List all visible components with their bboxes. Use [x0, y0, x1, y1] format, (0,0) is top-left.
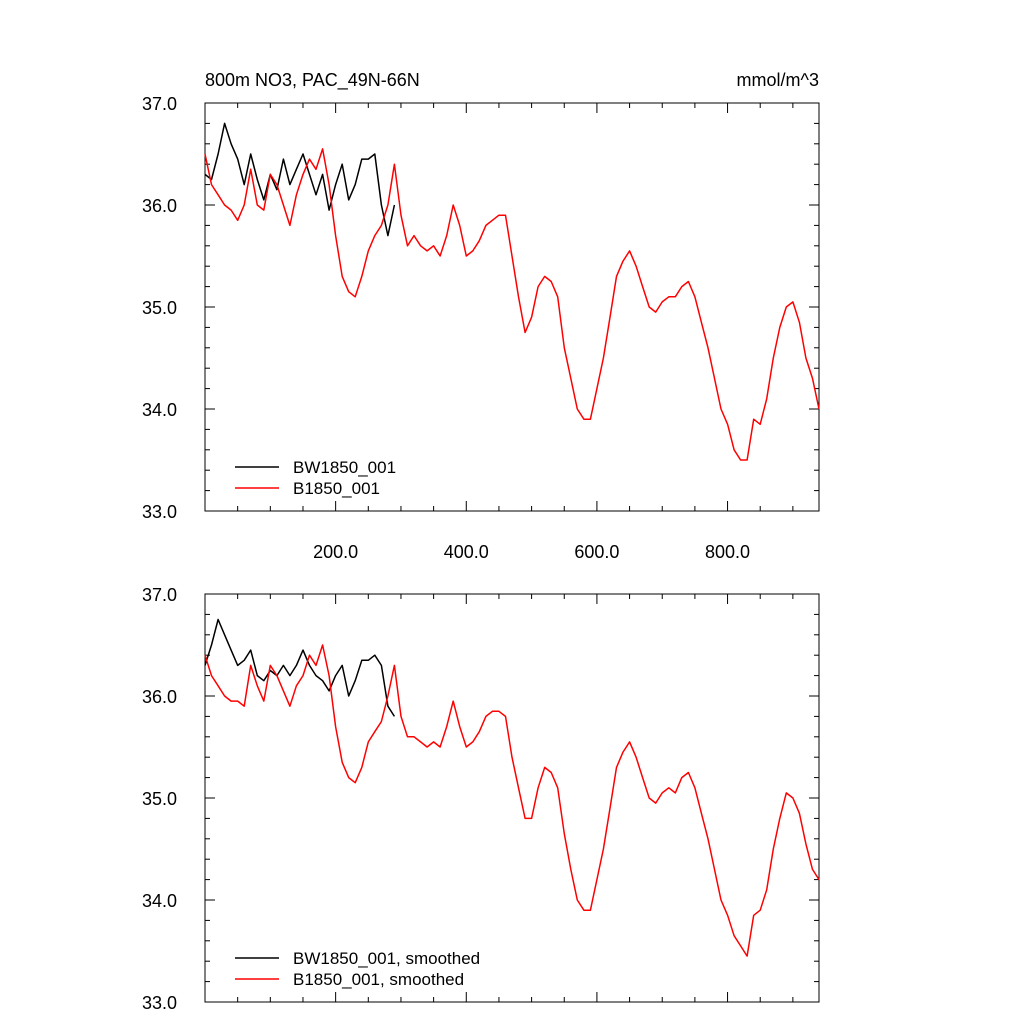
x-tick-label: 600.0 — [574, 542, 619, 562]
y-tick-label: 36.0 — [142, 196, 177, 216]
y-tick-label: 36.0 — [142, 687, 177, 707]
legend-label: BW1850_001, smoothed — [293, 949, 480, 968]
bottom-panel: 33.0 34.0 35.0 36.0 37.0 BW1850_001, smoothed… — [142, 585, 820, 1013]
y-tick-label: 35.0 — [142, 298, 177, 318]
units-label: mmol/m^3 — [737, 70, 819, 90]
x-tick-label: 200.0 — [313, 542, 358, 562]
series-line-0 — [204, 122, 396, 237]
y-tick-label: 37.0 — [142, 585, 177, 605]
series-line-0 — [204, 618, 396, 717]
y-tick-label: 33.0 — [142, 502, 177, 522]
y-tick-label: 37.0 — [142, 94, 177, 114]
chart-title: 800m NO3, PAC_49N-66N — [205, 70, 420, 91]
plot-frame — [204, 593, 820, 1003]
legend-label: B1850_001, smoothed — [293, 970, 464, 989]
plot-frame — [204, 102, 820, 512]
y-tick-label: 33.0 — [142, 993, 177, 1013]
legend-label: BW1850_001 — [293, 458, 396, 477]
y-tick-label: 35.0 — [142, 789, 177, 809]
x-tick-label: 800.0 — [705, 542, 750, 562]
series-line-1 — [204, 644, 820, 957]
legend-label: B1850_001 — [293, 479, 380, 498]
top-panel: 33.0 34.0 35.0 36.0 37.0 200.0 400.0 600.0 800.0… — [142, 94, 820, 562]
y-tick-label: 34.0 — [142, 400, 177, 420]
x-tick-label: 400.0 — [444, 542, 489, 562]
y-tick-label: 34.0 — [142, 891, 177, 911]
series-line-1 — [204, 148, 820, 461]
